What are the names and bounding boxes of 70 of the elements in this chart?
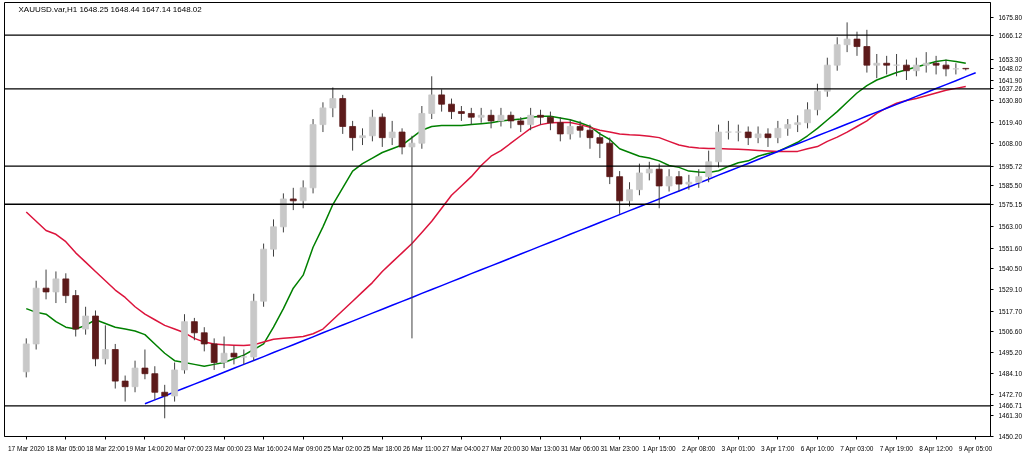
candlestick [725, 120, 732, 140]
candlestick [230, 345, 238, 365]
candlestick [42, 269, 50, 300]
candlestick [833, 36, 841, 72]
candlestick [556, 116, 564, 142]
line-series [144, 72, 977, 405]
candlestick [319, 101, 327, 133]
candlestick [566, 118, 574, 140]
candlestick [932, 55, 940, 75]
candlestick [853, 31, 861, 57]
candlestick [804, 101, 811, 129]
candlestick [200, 326, 208, 352]
candlestick [596, 131, 604, 159]
candlestick [665, 168, 673, 193]
candlestick [299, 179, 307, 209]
candlestick [191, 317, 198, 341]
candlestick [685, 174, 693, 191]
candlestick [764, 127, 772, 148]
candlestick [141, 349, 149, 380]
candlestick [82, 306, 89, 336]
candlestick [893, 53, 900, 77]
candlestick [497, 107, 505, 127]
candlestick [388, 120, 396, 146]
candlestick [675, 170, 683, 193]
candlestick [52, 270, 60, 304]
candlestick [912, 57, 920, 77]
candlestick [210, 337, 218, 371]
candlestick [398, 127, 406, 155]
candlestick [507, 111, 515, 129]
candlestick [369, 109, 376, 142]
candlestick [62, 272, 70, 304]
candlestick [814, 83, 821, 116]
candlestick [576, 120, 584, 139]
candlestick [645, 161, 653, 181]
candlestick [863, 29, 871, 74]
candlestick [448, 98, 455, 120]
candlestick [220, 336, 228, 369]
candlestick [843, 21, 851, 53]
candlestick [883, 55, 891, 75]
candlestick [289, 187, 297, 211]
candlestick [873, 53, 881, 79]
candlestick [102, 324, 109, 365]
candlestick [626, 181, 633, 207]
candlestick [754, 125, 762, 144]
candlestick [903, 59, 910, 81]
candlestick [487, 109, 495, 129]
candlestick [952, 62, 960, 75]
chart-title: XAUUSD.var,H1 1648.25 1648.44 1647.14 1648.02 [18, 4, 203, 14]
candlestick [428, 75, 436, 120]
candlestick [547, 111, 554, 131]
candlestick [774, 120, 782, 144]
candlestick [378, 112, 386, 148]
candlestick [527, 107, 534, 131]
candlestick [270, 218, 277, 258]
candlestick [705, 150, 713, 183]
candlestick [655, 163, 663, 209]
candlestick [744, 125, 752, 146]
candlestick [922, 51, 930, 74]
candlestick [942, 59, 950, 77]
candlestick [121, 375, 129, 403]
candlestick [161, 384, 169, 419]
candlestick [438, 88, 445, 113]
candlestick [349, 120, 356, 152]
candlestick [408, 135, 416, 339]
candlestick [151, 365, 159, 401]
candlestick [636, 163, 643, 196]
candlestick [586, 124, 594, 150]
candlestick [329, 86, 337, 118]
candlestick [695, 168, 703, 189]
candlestick [131, 360, 139, 393]
